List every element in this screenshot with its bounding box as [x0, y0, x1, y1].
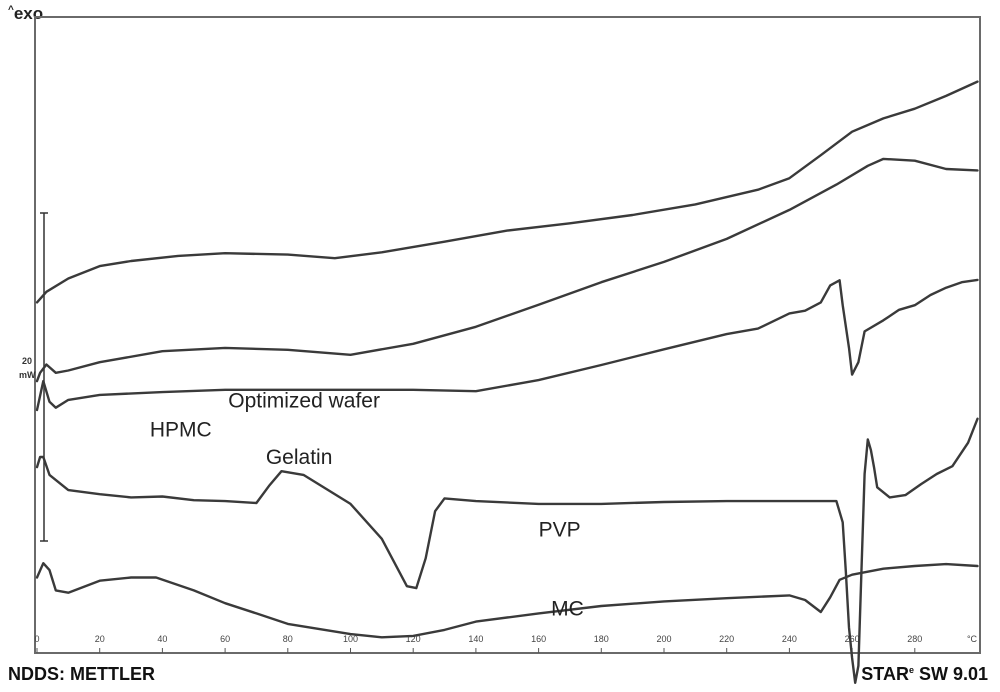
scale-bar: 20 mW — [19, 212, 48, 542]
curve-label-pvp: PVP — [539, 519, 581, 542]
footer-software-mark: e — [908, 665, 914, 675]
footer-instrument: NDDS: METTLER — [8, 664, 155, 684]
curve-label-optimized-wafer: Optimized wafer — [228, 390, 380, 413]
scale-bar-value: 20 — [22, 356, 32, 366]
x-tick-label-0: 0 — [34, 634, 39, 644]
x-axis-ticks: 0 20 40 60 80 100 120 140 160 180 200 220 240 260 280 — [34, 634, 922, 653]
footer-software-brand: STAR — [861, 664, 909, 684]
x-tick-label-60: 60 — [220, 634, 230, 644]
curve-optimized-wafer — [35, 157, 979, 383]
x-tick-label-280: 280 — [907, 634, 922, 644]
curve-labels: Gelatin Optimized wafer HPMC PVP MC — [150, 390, 584, 621]
curve-label-gelatin: Gelatin — [266, 446, 333, 469]
plot-frame — [34, 16, 981, 654]
curve-mc — [35, 562, 979, 639]
x-axis-unit: °C — [967, 634, 978, 644]
x-tick-label-80: 80 — [283, 634, 293, 644]
curve-label-hpmc: HPMC — [150, 418, 212, 441]
curve-gelatin — [35, 80, 979, 304]
footer-software: STARe SW 9.01 — [861, 664, 988, 685]
x-tick-label-140: 140 — [468, 634, 483, 644]
footer-software-version: SW 9.01 — [913, 664, 988, 684]
exo-caret: ^ — [8, 4, 14, 16]
x-tick-label-120: 120 — [406, 634, 421, 644]
x-tick-label-160: 160 — [531, 634, 546, 644]
x-tick-label-180: 180 — [594, 634, 609, 644]
scale-bar-unit: mW — [19, 370, 36, 380]
x-tick-label-240: 240 — [782, 634, 797, 644]
x-tick-label-260: 260 — [845, 634, 860, 644]
curve-pvp — [35, 417, 979, 684]
curves — [35, 80, 979, 684]
x-tick-label-100: 100 — [343, 634, 358, 644]
x-tick-label-200: 200 — [656, 634, 671, 644]
x-tick-label-20: 20 — [95, 634, 105, 644]
x-tick-label-220: 220 — [719, 634, 734, 644]
curve-hpmc — [35, 278, 979, 412]
curve-label-mc: MC — [551, 598, 584, 621]
x-tick-label-40: 40 — [157, 634, 167, 644]
